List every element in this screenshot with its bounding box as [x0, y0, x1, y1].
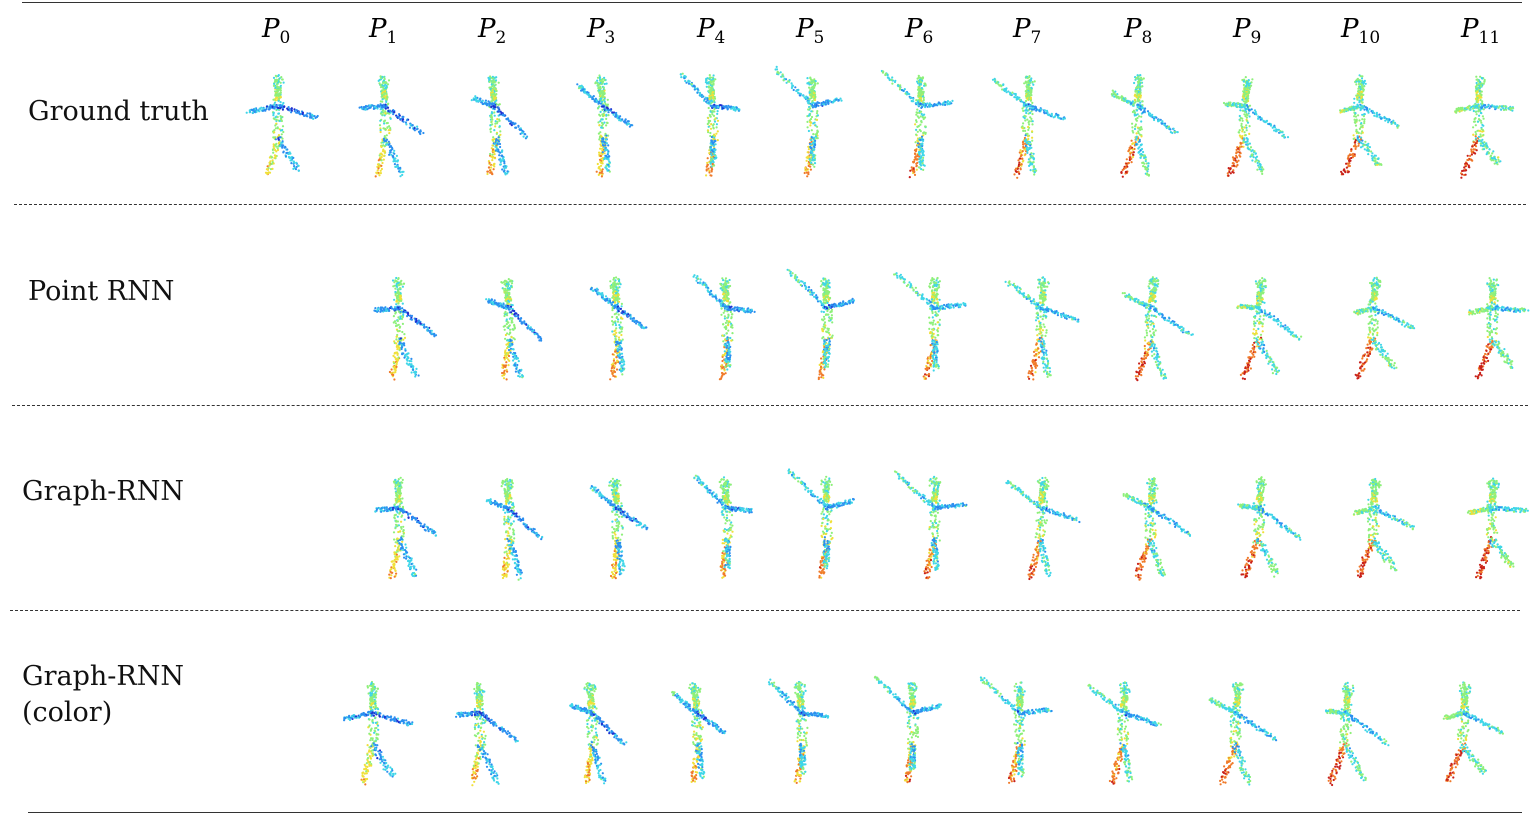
frame-figure-r3-p2 — [485, 477, 544, 581]
column-header-index: 1 — [386, 28, 398, 48]
column-header-letter: P — [369, 14, 387, 44]
column-header-letter: P — [697, 14, 715, 44]
frame-figure-r3-p3 — [589, 477, 649, 580]
frame-figure-r4-p9 — [1325, 681, 1390, 787]
row-divider-2 — [12, 405, 1528, 406]
frame-figure-r2-p1 — [373, 276, 438, 381]
frame-figure-r2-p4 — [692, 274, 756, 381]
frame-figure-r4-p2 — [569, 682, 628, 785]
row-label-4: Graph-RNN (color) — [22, 659, 184, 731]
column-header-p2: P2 — [478, 14, 506, 48]
frame-figure-r1-p8 — [1110, 74, 1179, 178]
column-header-index: 10 — [1358, 28, 1381, 48]
frame-figure-r2-p3 — [589, 276, 648, 381]
column-header-index: 3 — [604, 28, 616, 48]
column-header-letter: P — [587, 14, 605, 44]
column-header-index: 4 — [714, 28, 726, 48]
frame-figure-r3-p1 — [374, 476, 438, 580]
top-rule — [22, 2, 1522, 3]
column-header-letter: P — [1124, 14, 1142, 44]
frame-figure-r3-p11 — [1466, 477, 1529, 580]
frame-figure-r2-p9 — [1236, 277, 1303, 381]
column-header-letter: P — [478, 14, 496, 44]
column-header-index: 0 — [279, 28, 291, 48]
row-divider-1 — [14, 204, 1526, 205]
row-label-2: Point RNN — [28, 274, 174, 310]
column-header-p11: P11 — [1461, 14, 1500, 48]
frame-figure-r1-p2 — [470, 75, 529, 176]
frame-figure-r1-p5 — [774, 65, 843, 178]
frame-figure-r2-p6 — [893, 272, 967, 380]
frame-figure-r2-p2 — [485, 278, 543, 381]
column-header-index: 11 — [1478, 28, 1501, 48]
row-label-1: Ground truth — [28, 94, 209, 130]
column-header-p10: P10 — [1341, 14, 1380, 48]
frame-figure-r1-p0 — [245, 74, 319, 176]
frame-figure-r4-p10 — [1442, 681, 1504, 783]
row-label-line: Point RNN — [28, 276, 175, 307]
frame-figure-r4-p3 — [671, 682, 727, 784]
column-header-letter: P — [1461, 14, 1479, 44]
frame-figure-r1-p7 — [991, 75, 1066, 179]
column-header-letter: P — [1341, 14, 1359, 44]
frame-figure-r4-p8 — [1208, 682, 1278, 786]
frame-figure-r4-p1 — [455, 681, 519, 787]
row-label-line: (color) — [22, 697, 113, 728]
column-header-letter: P — [905, 14, 923, 44]
column-header-p6: P6 — [905, 14, 933, 48]
frame-figure-r2-p5 — [786, 268, 856, 381]
bottom-rule — [28, 812, 1522, 813]
frame-figure-r2-p7 — [1004, 276, 1080, 381]
frame-figure-r3-p9 — [1237, 476, 1302, 579]
column-header-p9: P9 — [1233, 14, 1261, 48]
frame-figure-r1-p1 — [358, 75, 425, 178]
column-header-p3: P3 — [587, 14, 615, 48]
column-header-letter: P — [1233, 14, 1251, 44]
column-header-index: 5 — [813, 28, 825, 48]
frame-figure-r2-p10 — [1353, 276, 1416, 380]
column-header-p0: P0 — [262, 14, 290, 48]
frame-figure-r3-p4 — [693, 474, 753, 579]
frame-figure-r3-p8 — [1122, 477, 1192, 581]
column-header-p7: P7 — [1013, 14, 1041, 48]
column-header-index: 7 — [1030, 28, 1042, 48]
frame-figure-r4-p6 — [979, 676, 1053, 784]
column-header-index: 8 — [1141, 28, 1153, 48]
column-header-index: 6 — [922, 28, 934, 48]
column-header-letter: P — [1013, 14, 1031, 44]
row-divider-3 — [10, 610, 1520, 611]
column-header-p5: P5 — [796, 14, 824, 48]
column-header-index: 9 — [1250, 28, 1262, 48]
frame-figure-r2-p8 — [1121, 276, 1194, 382]
row-label-line: Graph-RNN — [22, 661, 184, 692]
column-header-index: 2 — [495, 28, 507, 48]
row-label-3: Graph-RNN — [22, 474, 184, 510]
column-header-p8: P8 — [1124, 14, 1152, 48]
frame-figure-r1-p11 — [1454, 75, 1515, 179]
column-header-letter: P — [262, 14, 280, 44]
frame-figure-r3-p6 — [893, 470, 968, 580]
frame-figure-r1-p10 — [1339, 74, 1400, 176]
frame-figure-r1-p3 — [576, 74, 634, 178]
column-header-p1: P1 — [369, 14, 397, 48]
frame-figure-r3-p10 — [1352, 477, 1415, 579]
column-header-letter: P — [796, 14, 814, 44]
row-label-line: Ground truth — [28, 96, 209, 127]
frame-figure-r4-p0 — [343, 680, 414, 786]
frame-figure-r1-p6 — [880, 69, 954, 179]
frame-figure-r2-p11 — [1467, 277, 1530, 380]
frame-figure-r1-p4 — [679, 72, 741, 177]
frame-figure-r3-p7 — [1005, 476, 1081, 581]
column-header-p4: P4 — [697, 14, 725, 48]
frame-figure-r4-p4 — [767, 678, 830, 785]
frame-figure-r3-p5 — [787, 468, 855, 579]
frame-figure-r1-p9 — [1222, 76, 1290, 177]
row-label-line: Graph-RNN — [22, 476, 184, 507]
frame-figure-r4-p7 — [1087, 681, 1162, 785]
frame-figure-r4-p5 — [873, 675, 943, 784]
